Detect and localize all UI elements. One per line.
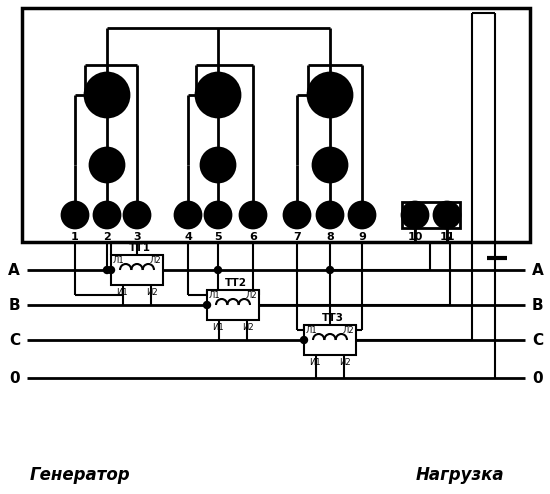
Text: И1: И1 bbox=[116, 288, 128, 297]
Text: 0: 0 bbox=[532, 370, 543, 385]
Text: Л1: Л1 bbox=[209, 291, 221, 300]
Circle shape bbox=[308, 73, 352, 117]
Bar bbox=[111, 255, 163, 285]
Text: 11: 11 bbox=[439, 232, 455, 242]
Text: И1: И1 bbox=[212, 323, 224, 332]
Circle shape bbox=[205, 202, 231, 228]
Text: Л1: Л1 bbox=[113, 256, 125, 265]
Circle shape bbox=[327, 266, 333, 274]
Text: И2: И2 bbox=[339, 358, 351, 367]
Text: Л2: Л2 bbox=[342, 326, 354, 335]
Text: Л2: Л2 bbox=[245, 291, 257, 300]
Text: 10: 10 bbox=[408, 232, 423, 242]
Text: 2: 2 bbox=[103, 232, 111, 242]
Text: 0: 0 bbox=[9, 370, 20, 385]
Circle shape bbox=[85, 73, 129, 117]
Circle shape bbox=[284, 202, 310, 228]
Text: 1: 1 bbox=[71, 232, 79, 242]
Text: B: B bbox=[8, 297, 20, 313]
Circle shape bbox=[317, 202, 343, 228]
Text: Л1: Л1 bbox=[306, 326, 318, 335]
Circle shape bbox=[349, 202, 375, 228]
Text: B: B bbox=[532, 297, 543, 313]
Circle shape bbox=[300, 336, 307, 343]
Circle shape bbox=[402, 202, 428, 228]
Text: TT1: TT1 bbox=[129, 243, 151, 253]
Text: 6: 6 bbox=[249, 232, 257, 242]
Text: 7: 7 bbox=[293, 232, 301, 242]
Text: C: C bbox=[9, 332, 20, 347]
Circle shape bbox=[90, 148, 124, 182]
Bar bbox=[22, 8, 530, 242]
Circle shape bbox=[434, 202, 460, 228]
Text: TT2: TT2 bbox=[225, 278, 247, 288]
Bar bbox=[304, 325, 356, 355]
Circle shape bbox=[214, 266, 222, 274]
Circle shape bbox=[240, 202, 266, 228]
Text: 3: 3 bbox=[133, 232, 141, 242]
Text: Нагрузка: Нагрузка bbox=[416, 466, 504, 484]
Text: Генератор: Генератор bbox=[30, 466, 130, 484]
Text: И1: И1 bbox=[309, 358, 321, 367]
Circle shape bbox=[204, 301, 211, 308]
Text: И2: И2 bbox=[146, 288, 158, 297]
Text: И2: И2 bbox=[242, 323, 254, 332]
Circle shape bbox=[103, 266, 111, 274]
Text: A: A bbox=[532, 262, 544, 278]
Circle shape bbox=[62, 202, 88, 228]
Circle shape bbox=[175, 202, 201, 228]
Circle shape bbox=[196, 73, 240, 117]
Circle shape bbox=[201, 148, 235, 182]
Text: 5: 5 bbox=[214, 232, 222, 242]
Text: A: A bbox=[8, 262, 20, 278]
Circle shape bbox=[107, 266, 114, 274]
Text: 4: 4 bbox=[184, 232, 192, 242]
Bar bbox=[402, 202, 460, 228]
Circle shape bbox=[94, 202, 120, 228]
Circle shape bbox=[313, 148, 347, 182]
Text: Л2: Л2 bbox=[150, 256, 161, 265]
Text: TT3: TT3 bbox=[322, 313, 344, 323]
Text: 8: 8 bbox=[326, 232, 334, 242]
Text: C: C bbox=[532, 332, 543, 347]
Circle shape bbox=[124, 202, 150, 228]
Bar bbox=[207, 290, 259, 320]
Text: 9: 9 bbox=[358, 232, 366, 242]
